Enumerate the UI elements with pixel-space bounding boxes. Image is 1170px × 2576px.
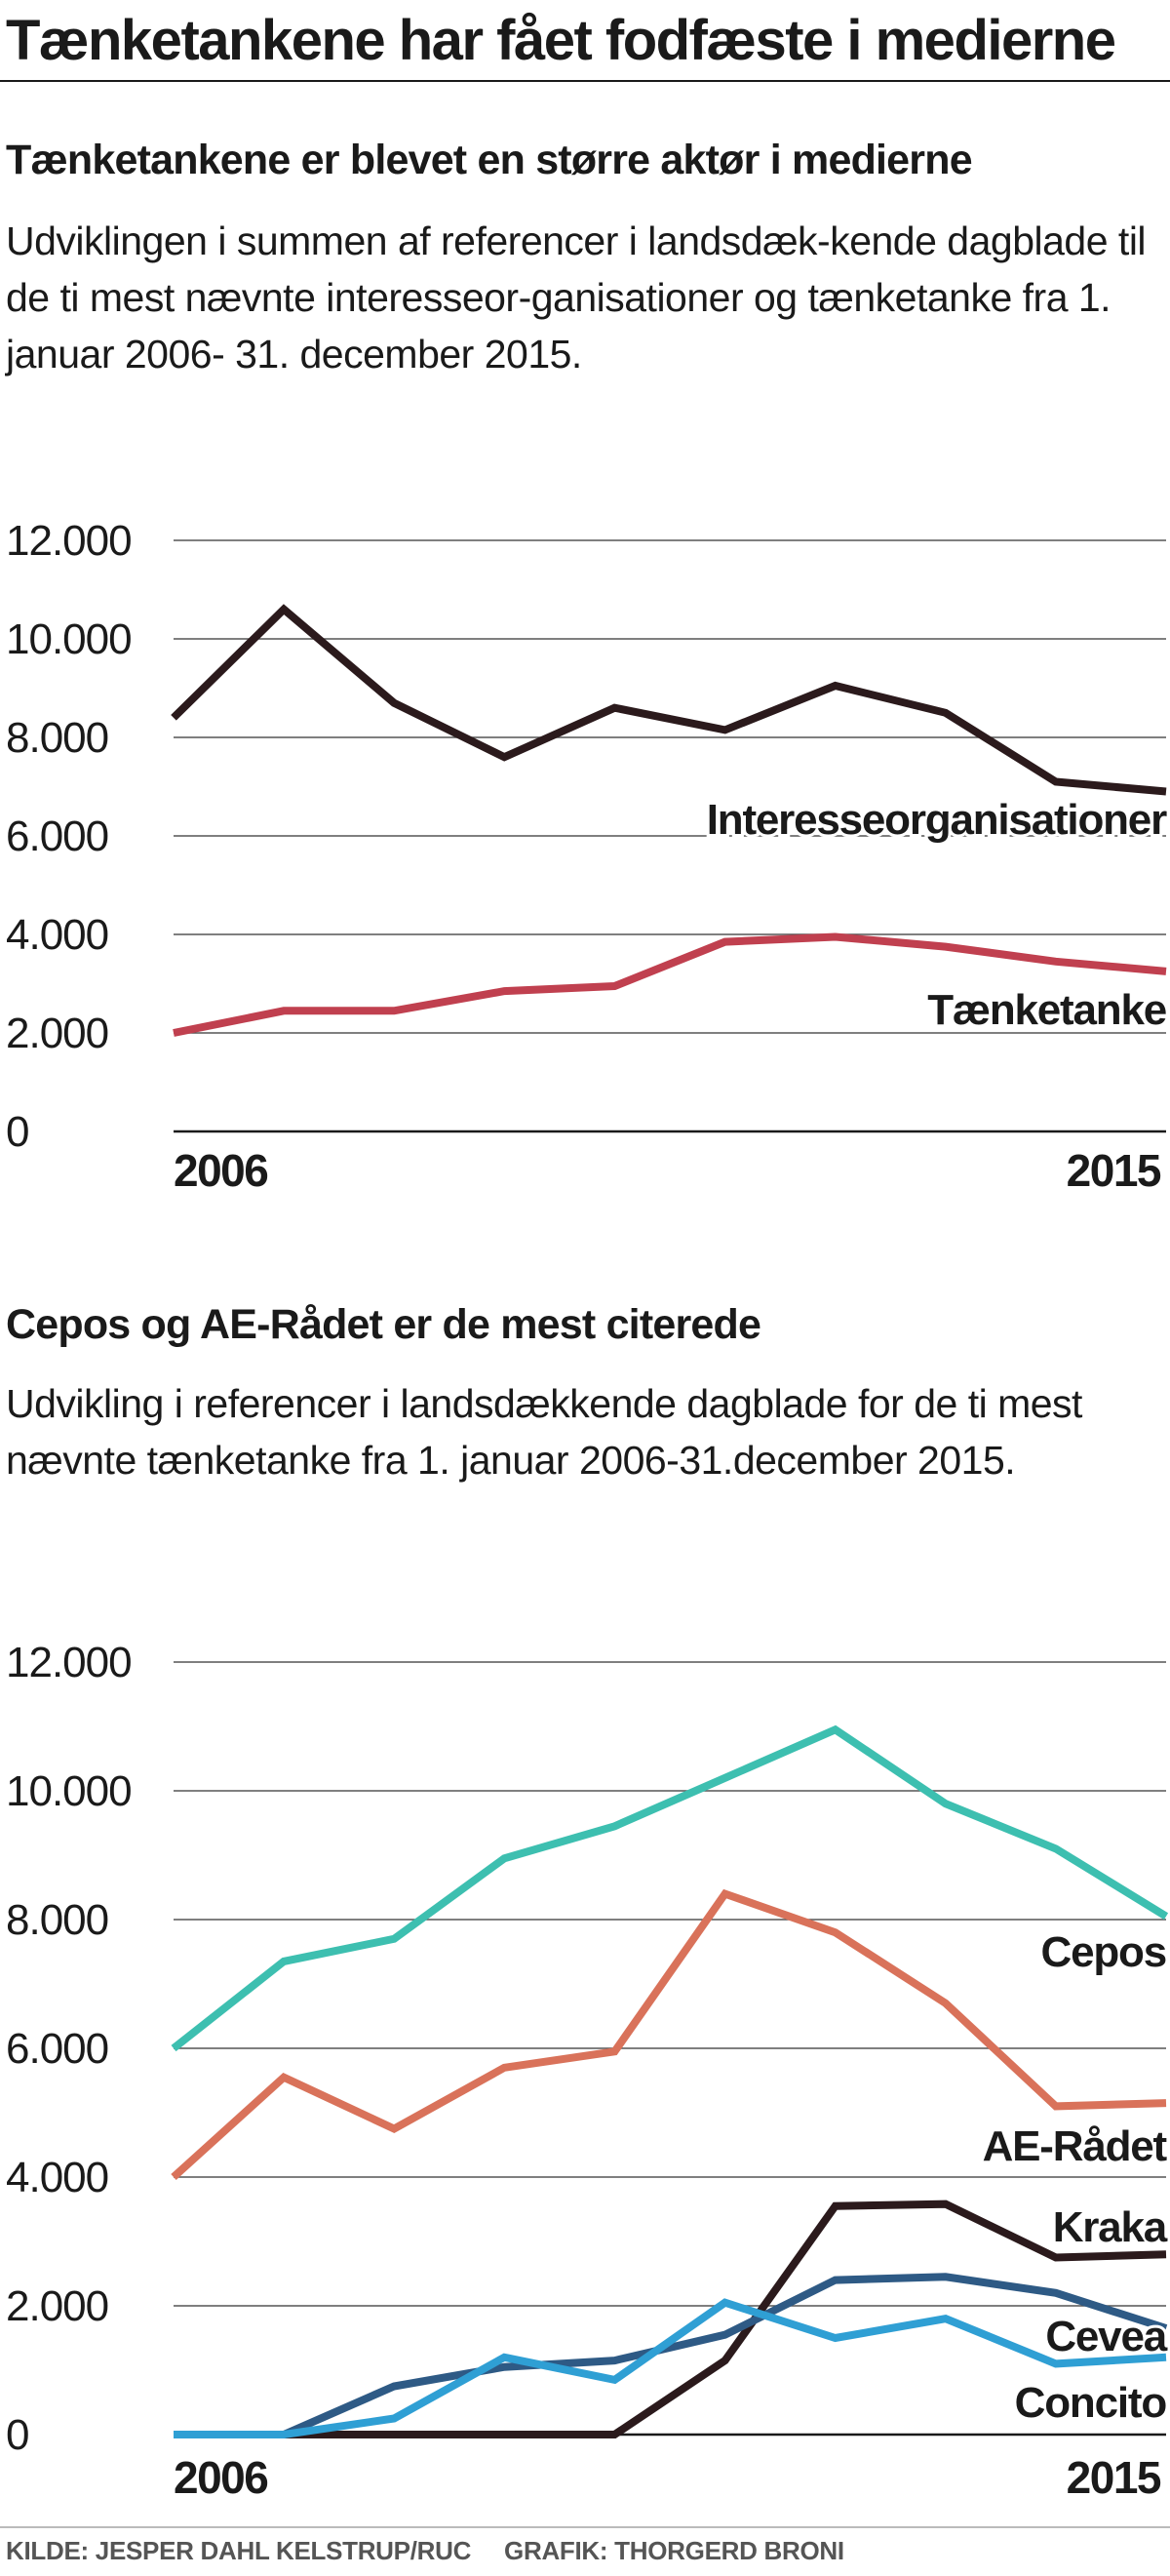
y-tick-label: 6.000 [6,2025,108,2073]
series-label-concito: Concito [1015,2379,1167,2427]
title-divider [0,80,1170,82]
y-tick-label: 12.000 [6,517,132,565]
footer-divider [0,2526,1170,2528]
y-tick-label: 2.000 [6,1010,108,1057]
series-label-cepos: Cepos [1041,1928,1166,1976]
chart2-description: Udvikling i referencer i landsdækkende d… [6,1381,1082,1483]
source-credit: KILDE: JESPER DAHL KELSTRUP/RUC [6,2536,472,2565]
series-line-interesseorganisationer [171,604,1167,796]
y-tick-label: 8.000 [6,1896,108,1944]
y-tick-label: 2.000 [6,2282,108,2330]
series-label-taenketanke: Tænketanke [927,986,1166,1034]
chart2-heading: Cepos og AE-Rådet er de mest citerede [6,1301,761,1348]
y-tick-label: 4.000 [6,2154,108,2201]
chart1-heading: Tænketankene er blevet en større aktør i… [6,137,973,183]
x-tick-label: 2006 [174,2452,267,2503]
y-tick-label: 10.000 [6,615,132,663]
y-tick-label: 10.000 [6,1767,132,1815]
footer: KILDE: JESPER DAHL KELSTRUP/RUC GRAFIK: T… [6,2536,878,2566]
page-title: Tænketankene har fået fodfæste i mediern… [6,9,1116,72]
chart1-description: Udviklingen i summen af referencer i lan… [6,218,1147,376]
series-line-cevea [174,2273,1168,2438]
y-tick-label: 0 [6,2411,28,2459]
series-label-kraka: Kraka [1053,2203,1168,2251]
graphic-credit: GRAFIK: THORGERD BRONI [504,2536,844,2565]
y-tick-label: 0 [6,1108,28,1156]
series-line-taenketanke [173,932,1167,1037]
series-line-ae-raadet [171,1888,1167,2180]
y-tick-label: 6.000 [6,812,108,860]
series-line-concito [174,2298,1167,2438]
series-label-ae-raadet: AE-Rådet [983,2122,1168,2170]
series-line-kraka [174,2200,1167,2438]
chart1-svg: 0 2.000 4.000 6.000 8.000 10.000 12.000 2006 201… [6,517,1170,1196]
x-tick-label: 2015 [1067,2452,1161,2503]
x-tick-label: 2015 [1067,1145,1161,1196]
x-tick-label: 2006 [174,1145,267,1196]
series-label-cevea: Cevea [1045,2313,1167,2360]
series-line-cepos [171,1724,1169,2052]
series-label-interesseorganisationer: Interesseorganisationer [707,796,1167,844]
y-tick-label: 12.000 [6,1639,132,1686]
y-tick-label: 4.000 [6,911,108,959]
y-tick-label: 8.000 [6,714,108,762]
